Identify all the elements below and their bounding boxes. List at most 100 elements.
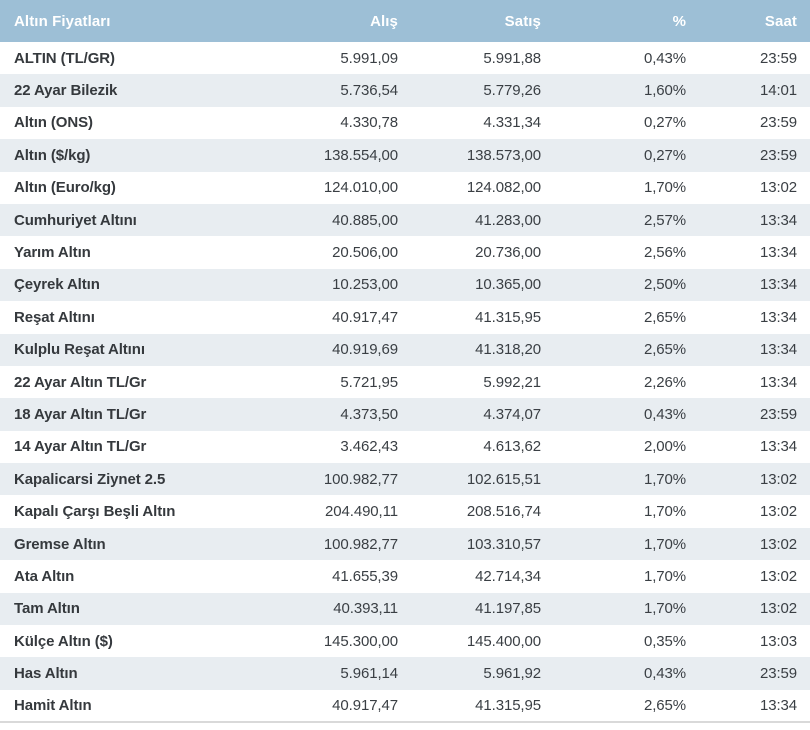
sell-price: 4.331,34 bbox=[483, 114, 541, 132]
update-time: 14:01 bbox=[759, 82, 797, 100]
change-percent: 1,70% bbox=[643, 600, 686, 618]
table-row[interactable]: Çeyrek Altın 10.253,00 10.365,00 2,50% 1… bbox=[0, 268, 810, 302]
sell-price: 145.400,00 bbox=[466, 632, 541, 650]
buy-price: 40.885,00 bbox=[332, 211, 398, 229]
column-header-pct: % bbox=[541, 0, 686, 42]
table-row[interactable]: Kapalı Çarşı Beşli Altın 204.490,11 208.… bbox=[0, 495, 810, 528]
table-row[interactable]: Reşat Altını 40.917,47 41.315,95 2,65% 1… bbox=[0, 301, 810, 334]
sell-price: 20.736,00 bbox=[475, 244, 541, 262]
buy-price: 40.917,47 bbox=[332, 308, 398, 326]
table-row[interactable]: Yarım Altın 20.506,00 20.736,00 2,56% 13… bbox=[0, 236, 810, 269]
table-row[interactable]: 22 Ayar Altın TL/Gr 5.721,95 5.992,21 2,… bbox=[0, 365, 810, 399]
instrument-name: Kapalicarsi Ziynet 2.5 bbox=[14, 470, 166, 488]
change-percent: 1,60% bbox=[643, 82, 686, 100]
update-time: 13:02 bbox=[759, 535, 797, 553]
instrument-name: Reşat Altını bbox=[14, 308, 95, 326]
sell-price: 41.283,00 bbox=[475, 211, 541, 229]
column-header-time: Saat bbox=[686, 0, 810, 42]
table-row[interactable]: Kapalicarsi Ziynet 2.5 100.982,77 102.61… bbox=[0, 463, 810, 496]
table-row[interactable]: Kulplu Reşat Altını 40.919,69 41.318,20 … bbox=[0, 333, 810, 366]
instrument-name: Kulplu Reşat Altını bbox=[14, 341, 145, 359]
table-row[interactable]: Ata Altın 41.655,39 42.714,34 1,70% 13:0… bbox=[0, 560, 810, 593]
instrument-name: Yarım Altın bbox=[14, 244, 91, 262]
buy-price: 40.919,69 bbox=[332, 341, 398, 359]
table-row[interactable]: Has Altın 5.961,14 5.961,92 0,43% 23:59 bbox=[0, 657, 810, 690]
change-percent: 0,43% bbox=[643, 405, 686, 423]
price-table-body: ALTIN (TL/GR) 5.991,09 5.991,88 0,43% 23… bbox=[0, 42, 810, 723]
instrument-name: ALTIN (TL/GR) bbox=[14, 49, 115, 67]
update-time: 13:02 bbox=[759, 179, 797, 197]
update-time: 23:59 bbox=[759, 114, 797, 132]
change-percent: 2,50% bbox=[643, 276, 686, 294]
buy-price: 41.655,39 bbox=[332, 567, 398, 585]
buy-price: 145.300,00 bbox=[323, 632, 398, 650]
buy-price: 40.917,47 bbox=[332, 697, 398, 714]
update-time: 13:02 bbox=[759, 567, 797, 585]
update-time: 13:34 bbox=[759, 211, 797, 229]
change-percent: 0,43% bbox=[643, 665, 686, 683]
table-row[interactable]: 14 Ayar Altın TL/Gr 3.462,43 4.613,62 2,… bbox=[0, 430, 810, 464]
buy-price: 5.961,14 bbox=[340, 665, 398, 683]
update-time: 13:03 bbox=[759, 632, 797, 650]
instrument-name: Cumhuriyet Altını bbox=[14, 211, 137, 229]
update-time: 23:59 bbox=[759, 146, 797, 164]
change-percent: 1,70% bbox=[643, 535, 686, 553]
update-time: 13:34 bbox=[759, 697, 797, 714]
change-percent: 2,56% bbox=[643, 244, 686, 262]
instrument-name: Çeyrek Altın bbox=[14, 276, 100, 294]
buy-price: 204.490,11 bbox=[325, 503, 398, 521]
update-time: 23:59 bbox=[759, 49, 797, 67]
change-percent: 2,57% bbox=[643, 211, 686, 229]
instrument-name: Altın (ONS) bbox=[14, 114, 93, 132]
instrument-name: 14 Ayar Altın TL/Gr bbox=[14, 438, 147, 456]
instrument-name: Altın ($/kg) bbox=[14, 146, 91, 164]
table-row[interactable]: Gremse Altın 100.982,77 103.310,57 1,70%… bbox=[0, 527, 810, 561]
table-row[interactable]: Altın ($/kg) 138.554,00 138.573,00 0,27%… bbox=[0, 139, 810, 172]
update-time: 13:34 bbox=[759, 276, 797, 294]
column-header-sell: Satış bbox=[398, 0, 541, 42]
change-percent: 0,27% bbox=[643, 146, 686, 164]
buy-price: 10.253,00 bbox=[332, 276, 398, 294]
header-row: Altın Fiyatları Alış Satış % Saat bbox=[0, 0, 810, 42]
sell-price: 124.082,00 bbox=[466, 179, 541, 197]
buy-price: 40.393,11 bbox=[333, 600, 398, 618]
buy-price: 100.982,77 bbox=[323, 535, 398, 553]
table-row[interactable]: Tam Altın 40.393,11 41.197,85 1,70% 13:0… bbox=[0, 592, 810, 626]
update-time: 13:34 bbox=[759, 341, 797, 359]
table-row[interactable]: Külçe Altın ($) 145.300,00 145.400,00 0,… bbox=[0, 625, 810, 658]
update-time: 13:34 bbox=[759, 308, 797, 326]
sell-price: 4.374,07 bbox=[483, 405, 541, 423]
sell-price: 5.992,21 bbox=[483, 373, 541, 391]
sell-price: 41.197,85 bbox=[475, 600, 541, 618]
instrument-name: Külçe Altın ($) bbox=[14, 632, 113, 650]
sell-price: 5.961,92 bbox=[483, 665, 541, 683]
table-row[interactable]: Altın (ONS) 4.330,78 4.331,34 0,27% 23:5… bbox=[0, 106, 810, 140]
buy-price: 138.554,00 bbox=[323, 146, 398, 164]
table-row[interactable]: ALTIN (TL/GR) 5.991,09 5.991,88 0,43% 23… bbox=[0, 42, 810, 75]
instrument-name: 22 Ayar Altın TL/Gr bbox=[14, 373, 147, 391]
instrument-name: Ata Altın bbox=[14, 567, 75, 585]
table-row[interactable]: Cumhuriyet Altını 40.885,00 41.283,00 2,… bbox=[0, 203, 810, 237]
sell-price: 41.315,95 bbox=[475, 308, 541, 326]
sell-price: 5.779,26 bbox=[483, 82, 541, 100]
change-percent: 2,00% bbox=[643, 438, 686, 456]
buy-price: 5.991,09 bbox=[340, 49, 398, 67]
update-time: 13:02 bbox=[759, 470, 797, 488]
sell-price: 5.991,88 bbox=[483, 49, 541, 67]
change-percent: 1,70% bbox=[643, 470, 686, 488]
change-percent: 0,43% bbox=[643, 49, 686, 67]
table-row[interactable]: Hamit Altın 40.917,47 41.315,95 2,65% 13… bbox=[0, 689, 810, 723]
update-time: 23:59 bbox=[759, 665, 797, 683]
instrument-name: Altın (Euro/kg) bbox=[14, 179, 116, 197]
change-percent: 2,65% bbox=[643, 697, 686, 714]
table-row[interactable]: 18 Ayar Altın TL/Gr 4.373,50 4.374,07 0,… bbox=[0, 398, 810, 431]
buy-price: 20.506,00 bbox=[332, 244, 398, 262]
instrument-name: Tam Altın bbox=[14, 600, 80, 618]
table-row[interactable]: Altın (Euro/kg) 124.010,00 124.082,00 1,… bbox=[0, 171, 810, 204]
sell-price: 208.516,74 bbox=[466, 503, 541, 521]
change-percent: 2,26% bbox=[643, 373, 686, 391]
table-row[interactable]: 22 Ayar Bilezik 5.736,54 5.779,26 1,60% … bbox=[0, 74, 810, 107]
table-header: Altın Fiyatları Alış Satış % Saat bbox=[0, 0, 810, 42]
buy-price: 124.010,00 bbox=[323, 179, 398, 197]
